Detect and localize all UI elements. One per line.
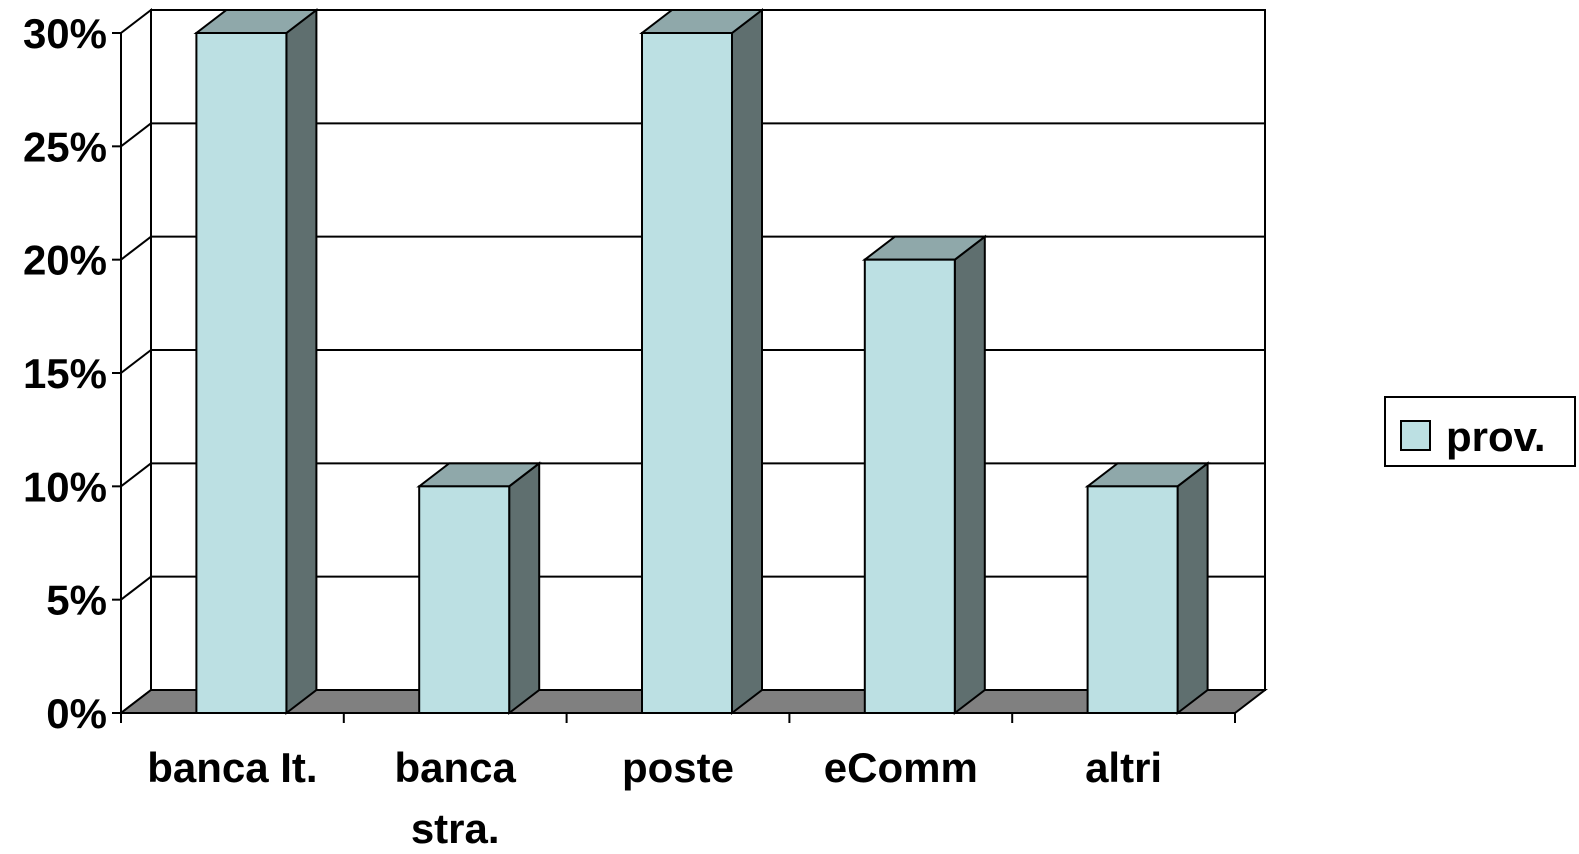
x-tick-label-line: altri [1085,744,1162,791]
bar [639,7,765,716]
x-tick-label-line: banca [395,744,517,791]
y-tick-label: 5% [46,577,107,624]
bar-front [418,485,511,715]
legend-swatch [1400,420,1431,451]
y-tick-label: 0% [46,690,107,737]
bars [193,7,1211,716]
x-tick-label: banca stra. [395,744,517,852]
y-tick-label: 30% [23,10,107,57]
y-tick-label: 25% [23,123,107,170]
x-tick-label-line: poste [622,744,734,791]
bar-side [1176,461,1209,716]
gridline-side [120,349,152,374]
y-tick-label: 20% [23,237,107,284]
x-tick-label: eComm [824,744,978,791]
bar [193,7,320,716]
y-tick-label: 10% [23,463,107,510]
axis-labels: 0% 5% 10% 15% 20% 25% 30% banca It. banca stra. po… [23,10,1162,852]
bar-side [508,461,541,716]
bar-side [731,7,763,716]
x-tick-label-line: eComm [824,744,978,791]
bar-front [863,258,956,714]
bar-side [953,234,986,716]
legend: prov. [1384,396,1576,467]
bar-front [195,32,288,714]
x-tick-label-line: stra. [411,805,500,852]
gridline-side [120,122,152,148]
bar [1084,461,1211,716]
bar [416,461,543,716]
bar-side [285,7,318,716]
legend-label: prov. [1446,413,1546,460]
x-tick-label: poste [622,744,734,791]
gridline-side [120,575,152,601]
gridline-side [120,462,152,488]
bar [861,234,988,716]
bar-front [1086,485,1179,715]
x-tick-label: altri [1085,744,1162,791]
bar-front [641,32,733,714]
gridline-side [120,235,152,261]
x-tick-label-line: banca It. [147,744,317,791]
x-tick-label: banca It. [147,744,317,791]
y-tick-label: 15% [23,350,107,397]
